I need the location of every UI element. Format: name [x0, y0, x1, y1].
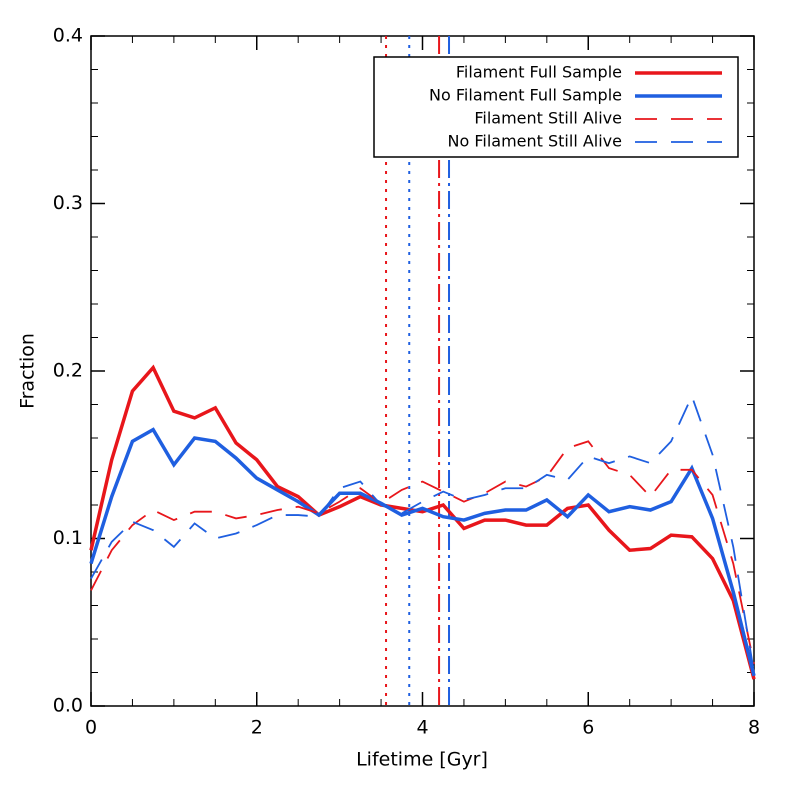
y-tick-label: 0.3 [53, 192, 83, 214]
x-tick-label: 0 [85, 717, 97, 739]
x-tick-label: 6 [582, 717, 594, 739]
legend-label: Filament Still Alive [474, 109, 622, 128]
x-tick-label: 2 [251, 717, 263, 739]
x-tick-label: 4 [416, 717, 428, 739]
series-line [90, 393, 755, 673]
series-line [89, 427, 756, 677]
y-tick-label: 0.1 [53, 527, 83, 549]
legend-label: No Filament Still Alive [447, 132, 622, 151]
legend-label: Filament Full Sample [456, 63, 622, 82]
series-line [89, 364, 756, 680]
y-tick-label: 0.4 [53, 25, 83, 47]
y-axis-label: Fraction [17, 333, 39, 409]
legend-label: No Filament Full Sample [429, 86, 622, 105]
x-tick-label: 8 [748, 717, 760, 739]
series-line [90, 440, 755, 665]
x-axis-label: Lifetime [Gyr] [356, 749, 488, 771]
y-tick-label: 0.0 [53, 695, 83, 717]
y-tick-label: 0.2 [53, 360, 83, 382]
